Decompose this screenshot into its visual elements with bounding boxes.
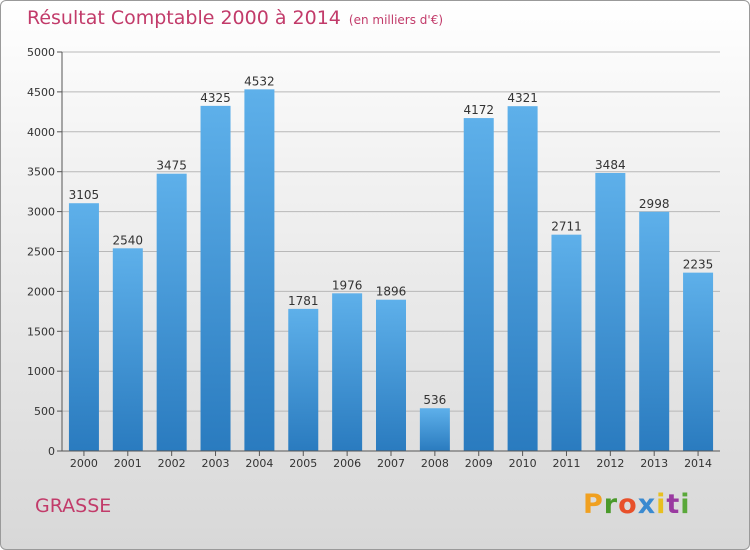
value-label-2013: 2998 xyxy=(639,197,670,211)
bar-2014 xyxy=(683,272,714,451)
x-tick-label-2008: 2008 xyxy=(421,457,449,470)
y-tick-label: 4500 xyxy=(27,86,55,99)
value-label-2002: 3475 xyxy=(156,159,187,173)
y-tick-label: 2000 xyxy=(27,285,55,298)
bar-2000 xyxy=(68,203,99,451)
bar-2009 xyxy=(463,118,494,451)
chart-title-text: Résultat Comptable 2000 à 2014 xyxy=(27,7,341,29)
x-tick-label-2005: 2005 xyxy=(289,457,317,470)
y-tick-label: 5000 xyxy=(27,46,55,59)
x-tick-label-2002: 2002 xyxy=(158,457,186,470)
bar-2011 xyxy=(551,234,582,451)
logo-letter: i xyxy=(656,489,667,520)
bars: 3105 2540 3475 4325 4532 1781 1976 1896 536 4172 4… xyxy=(68,74,714,452)
logo-letter: P xyxy=(583,489,604,520)
y-tick-label: 0 xyxy=(48,445,55,458)
bar-2001 xyxy=(112,248,143,451)
x-tick-label-2009: 2009 xyxy=(465,457,493,470)
logo-letter: x xyxy=(637,489,657,520)
y-tick-label: 500 xyxy=(34,405,55,418)
bar-2008 xyxy=(419,408,450,451)
value-label-2010: 4321 xyxy=(507,91,538,105)
x-tick-label-2011: 2011 xyxy=(552,457,580,470)
x-tick-label-2001: 2001 xyxy=(114,457,142,470)
y-tick-label: 3000 xyxy=(27,206,55,219)
x-tick-label-2000: 2000 xyxy=(70,457,98,470)
bar-2006 xyxy=(332,293,363,451)
value-label-2009: 4172 xyxy=(463,103,494,117)
value-label-2011: 2711 xyxy=(551,220,582,234)
value-label-2004: 4532 xyxy=(244,74,275,88)
value-label-2008: 536 xyxy=(423,393,446,407)
logo-letter: t xyxy=(666,489,681,520)
x-tick-label-2003: 2003 xyxy=(202,457,230,470)
bar-2003 xyxy=(200,105,231,452)
logo-letter: o xyxy=(618,489,638,520)
value-label-2003: 4325 xyxy=(200,91,231,105)
y-tick-label: 1500 xyxy=(27,325,55,338)
x-tick-label-2012: 2012 xyxy=(596,457,624,470)
value-label-2001: 2540 xyxy=(113,233,144,247)
y-tick-label: 1000 xyxy=(27,365,55,378)
value-label-2000: 3105 xyxy=(69,188,100,202)
value-label-2007: 1896 xyxy=(376,285,407,299)
x-tick-label-2014: 2014 xyxy=(684,457,712,470)
value-label-2012: 3484 xyxy=(595,158,626,172)
chart-title: Résultat Comptable 2000 à 2014 (en millie… xyxy=(27,7,443,29)
bar-2002 xyxy=(156,173,187,451)
bar-2004 xyxy=(244,89,275,451)
proxiti-logo: Proxiti xyxy=(583,489,691,520)
y-tick-label: 4000 xyxy=(27,126,55,139)
bar-2012 xyxy=(595,172,626,451)
bar-2007 xyxy=(376,299,406,451)
logo-letter: r xyxy=(603,489,619,520)
x-tick-label-2006: 2006 xyxy=(333,457,361,470)
y-tick-label: 3500 xyxy=(27,166,55,179)
x-axis: 2000 2001 2002 2003 2004 2005 2006 2007 2008 2009… xyxy=(62,450,720,470)
bar-2005 xyxy=(288,308,319,451)
y-tick-label: 2500 xyxy=(27,246,55,259)
bar-2010 xyxy=(507,106,538,451)
value-label-2006: 1976 xyxy=(332,278,363,292)
value-label-2014: 2235 xyxy=(683,258,714,272)
x-tick-label-2007: 2007 xyxy=(377,457,405,470)
logo-letter: i xyxy=(680,489,691,520)
value-label-2005: 1781 xyxy=(288,294,319,308)
city-name: GRASSE xyxy=(35,495,112,517)
x-tick-label-2004: 2004 xyxy=(245,457,273,470)
y-axis: 0 500 1000 1500 2000 2500 3000 3500 4000 4500 5000 xyxy=(27,46,63,458)
x-tick-label-2013: 2013 xyxy=(640,457,668,470)
bar-2013 xyxy=(639,211,670,451)
x-tick-label-2010: 2010 xyxy=(509,457,537,470)
chart-subtitle: (en milliers d'€) xyxy=(348,13,444,27)
